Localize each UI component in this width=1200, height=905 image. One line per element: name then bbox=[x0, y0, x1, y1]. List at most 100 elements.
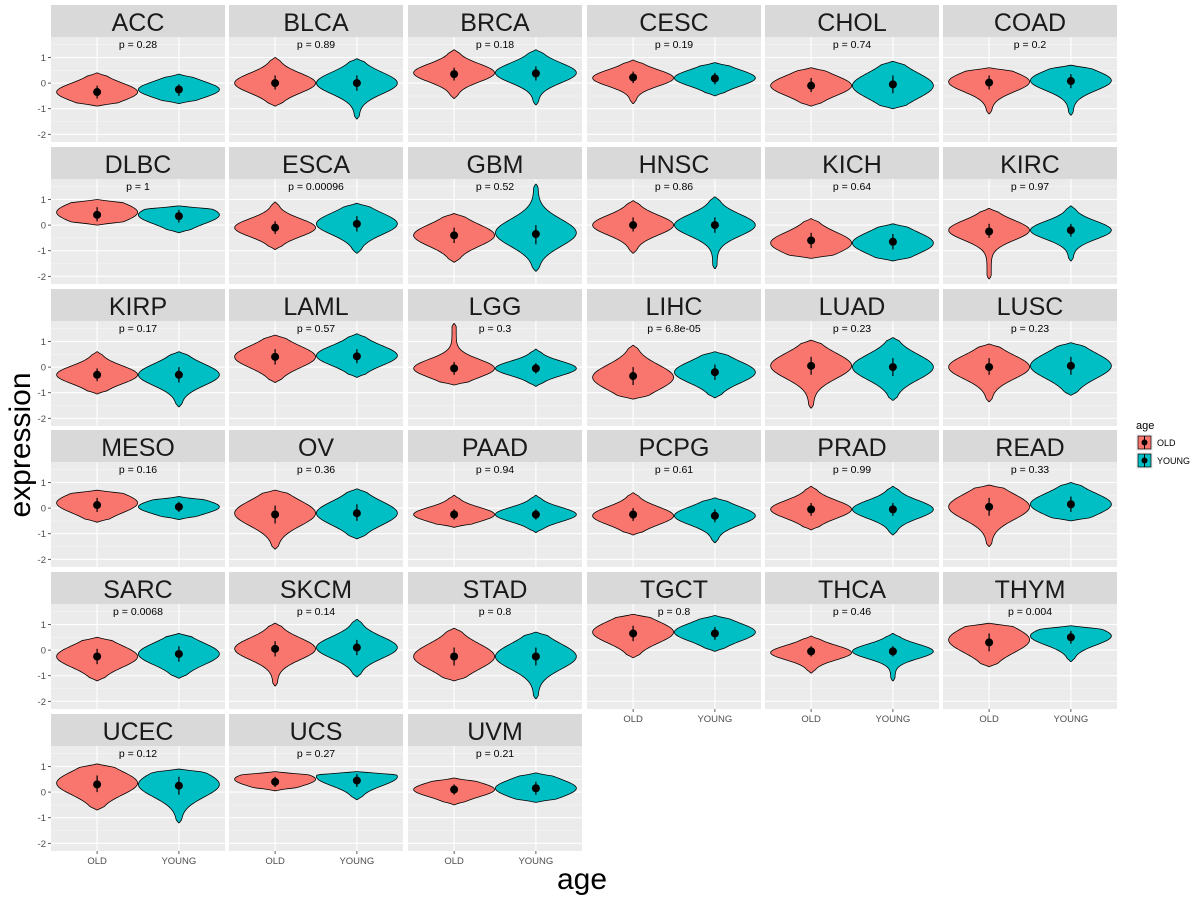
facet-title: ESCA bbox=[282, 151, 350, 179]
median-point-young bbox=[174, 212, 183, 221]
facet-lihc: LIHC p = 6.8e-05 bbox=[587, 289, 761, 426]
median-point-old bbox=[271, 79, 280, 88]
median-point-young bbox=[1066, 633, 1075, 642]
median-point-young bbox=[352, 509, 361, 518]
y-tick-label: 0 bbox=[41, 504, 46, 515]
facet-title: BLCA bbox=[283, 9, 349, 37]
facet-hnsc: HNSC p = 0.86 bbox=[587, 147, 761, 284]
median-point-old bbox=[93, 780, 102, 789]
median-point-old bbox=[271, 510, 280, 519]
facet-title: STAD bbox=[463, 576, 528, 604]
median-point-young bbox=[710, 511, 719, 520]
p-value-label: p = 0.19 bbox=[655, 39, 693, 51]
facet-title: MESO bbox=[101, 434, 175, 462]
x-tick-label: OLD bbox=[265, 856, 285, 867]
median-point-old bbox=[629, 221, 638, 230]
p-value-label: p = 0.36 bbox=[297, 464, 335, 476]
facet-luad: LUAD p = 0.23 bbox=[765, 289, 939, 426]
facet-title: LUSC bbox=[997, 293, 1064, 321]
facet-strip bbox=[408, 5, 582, 37]
median-point-young bbox=[531, 784, 540, 793]
facet-strip bbox=[943, 572, 1117, 604]
median-point-old bbox=[985, 363, 994, 372]
violin-young bbox=[138, 768, 220, 824]
facet-paad: PAAD p = 0.94 bbox=[408, 430, 582, 567]
facet-title: PCPG bbox=[639, 434, 710, 462]
facet-read: READ p = 0.33 bbox=[943, 430, 1117, 567]
p-value-label: p = 0.64 bbox=[833, 181, 871, 193]
median-point-young bbox=[1066, 361, 1075, 370]
facet-title: LIHC bbox=[646, 293, 703, 321]
facet-cesc: CESC p = 0.19 bbox=[587, 5, 761, 142]
facet-title: ACC bbox=[112, 9, 165, 37]
facet-strip bbox=[587, 572, 761, 604]
median-point-old bbox=[629, 510, 638, 519]
median-point-old bbox=[450, 785, 459, 794]
violin-young bbox=[851, 633, 934, 682]
facet-gbm: GBM p = 0.52 bbox=[408, 147, 582, 284]
legend-label: YOUNG bbox=[1157, 456, 1190, 466]
p-value-label: p = 6.8e-05 bbox=[647, 323, 701, 335]
x-tick-label: YOUNG bbox=[1053, 714, 1088, 725]
y-tick-label: -2 bbox=[38, 414, 46, 425]
median-point-old bbox=[985, 638, 994, 647]
facet-title: UCS bbox=[290, 718, 343, 746]
median-point-old bbox=[93, 652, 102, 661]
p-value-label: p = 0.23 bbox=[833, 323, 871, 335]
median-point-old bbox=[807, 236, 816, 245]
x-tick-label: YOUNG bbox=[697, 714, 732, 725]
facet-title: KIRP bbox=[109, 293, 167, 321]
y-tick-label: 0 bbox=[41, 646, 46, 657]
facet-ucs: UCS p = 0.27 OLD YOUNG bbox=[229, 714, 403, 867]
median-point-young bbox=[352, 776, 361, 785]
median-point-old bbox=[93, 88, 102, 97]
median-point-young bbox=[710, 629, 719, 638]
facet-strip bbox=[51, 147, 225, 179]
x-tick-label: YOUNG bbox=[875, 714, 910, 725]
median-point-old bbox=[985, 78, 994, 87]
facet-uvm: UVM p = 0.21 OLD YOUNG bbox=[408, 714, 582, 867]
y-tick-label: -2 bbox=[38, 839, 46, 850]
facet-strip bbox=[765, 5, 939, 37]
violin-young bbox=[495, 631, 577, 700]
facet-strip bbox=[587, 5, 761, 37]
median-point-young bbox=[710, 221, 719, 230]
facet-thym: THYM p = 0.004 OLD YOUNG bbox=[943, 572, 1117, 725]
median-point-young bbox=[1066, 226, 1075, 235]
y-tick-label: -1 bbox=[38, 671, 46, 682]
p-value-label: p = 1 bbox=[126, 181, 150, 193]
median-point-old bbox=[807, 647, 816, 656]
median-point-young bbox=[531, 510, 540, 519]
median-point-old bbox=[450, 231, 459, 240]
median-point-young bbox=[888, 80, 897, 89]
p-value-label: p = 0.99 bbox=[833, 464, 871, 476]
facet-title: LAML bbox=[283, 293, 348, 321]
median-point-old bbox=[450, 652, 459, 661]
p-value-label: p = 0.8 bbox=[658, 606, 691, 618]
facet-meso: MESO p = 0.16 -2 -1 0 1 bbox=[38, 430, 225, 567]
median-point-young bbox=[710, 368, 719, 377]
legend-entry-old: OLD bbox=[1136, 434, 1176, 451]
facet-skcm: SKCM p = 0.14 bbox=[229, 572, 403, 709]
facet-prad: PRAD p = 0.99 bbox=[765, 430, 939, 567]
facet-laml: LAML p = 0.57 bbox=[229, 289, 403, 426]
facet-strip bbox=[765, 430, 939, 462]
median-point-young bbox=[1066, 77, 1075, 86]
median-point-young bbox=[174, 370, 183, 379]
p-value-label: p = 0.16 bbox=[119, 464, 157, 476]
facet-kirc: KIRC p = 0.97 bbox=[943, 147, 1117, 284]
facet-title: THCA bbox=[818, 576, 886, 604]
x-tick-label: OLD bbox=[87, 856, 107, 867]
x-tick-label: YOUNG bbox=[518, 856, 553, 867]
violin-young bbox=[1030, 64, 1112, 116]
median-point-young bbox=[352, 79, 361, 88]
y-tick-label: -1 bbox=[38, 388, 46, 399]
p-value-label: p = 0.21 bbox=[476, 748, 514, 760]
facet-title: PRAD bbox=[817, 434, 886, 462]
facet-strip bbox=[229, 5, 403, 37]
facet-stad: STAD p = 0.8 bbox=[408, 572, 582, 709]
median-point-old bbox=[271, 644, 280, 653]
median-point-old bbox=[93, 210, 102, 219]
facet-strip bbox=[408, 714, 582, 746]
p-value-label: p = 0.97 bbox=[1011, 181, 1049, 193]
